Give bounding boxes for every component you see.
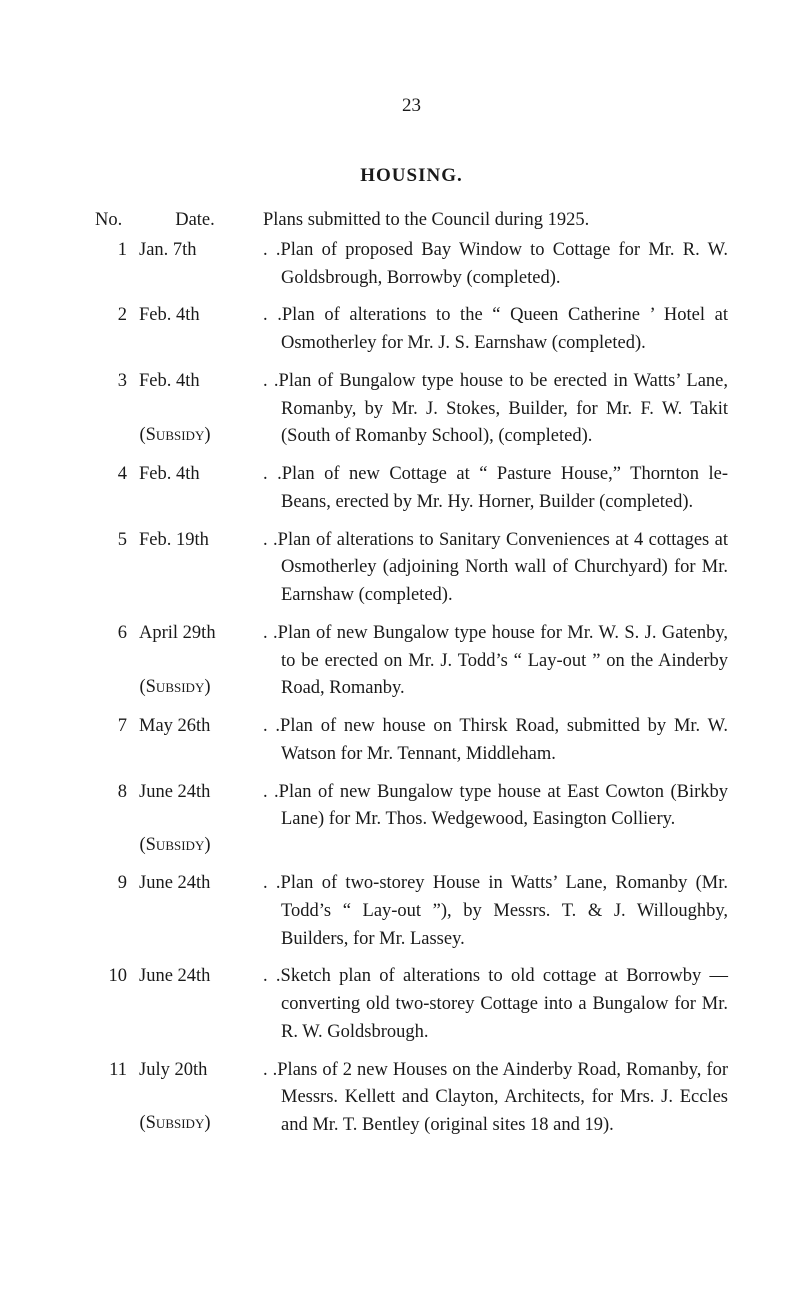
entry-row: 7May 26th. .Plan of new house on Thirsk … — [95, 713, 728, 769]
entry-left: 9June 24th — [95, 870, 255, 898]
entry-left: 8June 24th (Subsidy) — [95, 779, 255, 861]
entry-date: June 24th — [139, 779, 255, 807]
entry-left-top: 4Feb. 4th — [95, 461, 255, 489]
entry-number: 7 — [95, 713, 139, 741]
entry-left: 1Jan. 7th — [95, 237, 255, 265]
entry-row: 5Feb. 19th. .Plan of alterations to Sani… — [95, 527, 728, 610]
document-page: 23 HOUSING. No. Date. Plans submitted to… — [0, 0, 800, 1210]
entry-left: 3Feb. 4th (Subsidy) — [95, 368, 255, 450]
entry-left-top: 3Feb. 4th — [95, 368, 255, 396]
page-number: 23 — [95, 95, 728, 117]
entry-left: 11July 20th (Subsidy) — [95, 1057, 255, 1139]
entry-date: Feb. 4th — [139, 368, 255, 396]
header-date-label: Date. — [135, 207, 255, 235]
entry-date: July 20th — [139, 1057, 255, 1085]
entry-subsidy: (Subsidy) — [95, 422, 255, 450]
entry-left-top: 10June 24th — [95, 963, 255, 991]
entry-row: 2Feb. 4th. .Plan of alterations to the “… — [95, 302, 728, 358]
entry-date: Feb. 19th — [139, 527, 255, 555]
entry-left-top: 2Feb. 4th — [95, 302, 255, 330]
entry-row: 8June 24th (Subsidy). .Plan of new Bungal… — [95, 779, 728, 861]
entry-subsidy: (Subsidy) — [95, 674, 255, 702]
entry-description: . .Plan of new Bungalow type house at Ea… — [255, 779, 728, 835]
entry-description: . .Plan of alterations to the “ Queen Ca… — [255, 302, 728, 358]
entry-description: . .Plan of alterations to Sanitary Conve… — [255, 527, 728, 610]
entry-left: 2Feb. 4th — [95, 302, 255, 330]
entry-left-top: 1Jan. 7th — [95, 237, 255, 265]
entry-left-top: 9June 24th — [95, 870, 255, 898]
entry-left-top: 6April 29th — [95, 620, 255, 648]
section-heading: HOUSING. — [95, 165, 728, 187]
entry-left: 6April 29th (Subsidy) — [95, 620, 255, 702]
entry-row: 9June 24th. .Plan of two-storey House in… — [95, 870, 728, 953]
header-no-label: No. — [95, 207, 135, 235]
entry-row: 6April 29th (Subsidy). .Plan of new Bunga… — [95, 620, 728, 703]
entry-row: 3Feb. 4th (Subsidy). .Plan of Bungalow ty… — [95, 368, 728, 451]
entry-description: . .Plan of new Bungalow type house for M… — [255, 620, 728, 703]
entry-number: 11 — [95, 1057, 139, 1085]
entry-left-top: 7May 26th — [95, 713, 255, 741]
entry-row: 10June 24th. .Sketch plan of alterations… — [95, 963, 728, 1046]
entry-left-top: 5Feb. 19th — [95, 527, 255, 555]
entry-number: 9 — [95, 870, 139, 898]
header-left: No. Date. — [95, 207, 255, 235]
entry-number: 5 — [95, 527, 139, 555]
entry-left-top: 11July 20th — [95, 1057, 255, 1085]
entry-number: 6 — [95, 620, 139, 648]
entry-left: 5Feb. 19th — [95, 527, 255, 555]
entry-date: Feb. 4th — [139, 302, 255, 330]
entry-description: . .Sketch plan of alterations to old cot… — [255, 963, 728, 1046]
entry-left: 10June 24th — [95, 963, 255, 991]
entry-subsidy: (Subsidy) — [95, 1110, 255, 1138]
entry-description: . .Plan of new Cottage at “ Pasture Hous… — [255, 461, 728, 517]
entries-header-row: No. Date. Plans submitted to the Council… — [95, 207, 728, 235]
entry-row: 11July 20th (Subsidy). .Plans of 2 new Ho… — [95, 1057, 728, 1140]
entry-date: April 29th — [139, 620, 255, 648]
entry-description: . .Plan of Bungalow type house to be ere… — [255, 368, 728, 451]
header-plans-intro: Plans submitted to the Council during 19… — [255, 207, 728, 235]
entry-left-top: 8June 24th — [95, 779, 255, 807]
entry-number: 4 — [95, 461, 139, 489]
entry-left: 7May 26th — [95, 713, 255, 741]
entry-description: . .Plan of two-storey House in Watts’ La… — [255, 870, 728, 953]
entry-description: . .Plans of 2 new Houses on the Ainderby… — [255, 1057, 728, 1140]
entry-date: May 26th — [139, 713, 255, 741]
entry-number: 3 — [95, 368, 139, 396]
entry-date: Feb. 4th — [139, 461, 255, 489]
entry-number: 1 — [95, 237, 139, 265]
entries-list: No. Date. Plans submitted to the Council… — [95, 207, 728, 1140]
entry-number: 2 — [95, 302, 139, 330]
entry-description: . .Plan of new house on Thirsk Road, sub… — [255, 713, 728, 769]
entry-row: 4Feb. 4th. .Plan of new Cottage at “ Pas… — [95, 461, 728, 517]
entry-row: 1Jan. 7th. .Plan of proposed Bay Window … — [95, 237, 728, 293]
entry-number: 8 — [95, 779, 139, 807]
entry-date: Jan. 7th — [139, 237, 255, 265]
entry-left: 4Feb. 4th — [95, 461, 255, 489]
entry-description: . .Plan of proposed Bay Window to Cottag… — [255, 237, 728, 293]
entry-number: 10 — [95, 963, 139, 991]
entry-date: June 24th — [139, 963, 255, 991]
entry-subsidy: (Subsidy) — [95, 832, 255, 860]
entry-date: June 24th — [139, 870, 255, 898]
